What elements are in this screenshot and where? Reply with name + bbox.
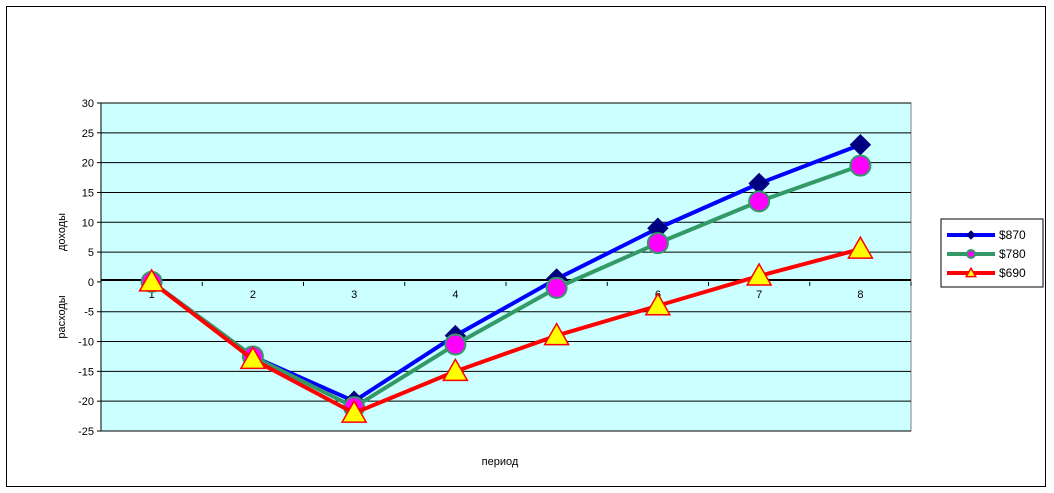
y-tick-label: 25 — [82, 128, 94, 140]
y-tick-label: 5 — [88, 247, 94, 259]
data-point — [849, 154, 872, 177]
x-tick-label: 2 — [250, 289, 256, 301]
y-tick-label: 15 — [82, 187, 94, 199]
legend-label: $870 — [999, 228, 1026, 242]
legend-marker — [966, 230, 976, 240]
y-tick-label: 20 — [82, 158, 94, 170]
y-tick-label: -20 — [78, 396, 94, 408]
x-tick-label: 7 — [756, 289, 762, 301]
legend-marker — [964, 266, 978, 278]
data-point — [745, 262, 773, 286]
y-tick-label: -25 — [78, 426, 94, 438]
data-point — [442, 357, 469, 382]
data-point — [646, 232, 669, 255]
data-point — [138, 268, 165, 292]
data-point — [543, 322, 570, 346]
y-axis-title-bottom: расходы — [56, 295, 68, 338]
y-tick-label: -10 — [78, 337, 94, 349]
plot-area — [100, 102, 912, 432]
series-group — [138, 134, 874, 423]
data-point — [644, 292, 672, 316]
x-tick-label: 3 — [351, 289, 357, 301]
data-point — [239, 345, 267, 370]
series-line — [150, 163, 862, 410]
data-point — [545, 276, 568, 299]
grid-lines — [101, 102, 911, 432]
y-tick-label: -15 — [78, 366, 94, 378]
data-point — [340, 399, 368, 423]
y-tick-label: 30 — [82, 98, 94, 110]
y-tick-label: 10 — [82, 217, 94, 229]
legend-label: $780 — [999, 247, 1026, 261]
legend: $870 $780 $690 — [940, 218, 1044, 288]
data-point — [748, 190, 771, 213]
y-tick-label: 0 — [88, 277, 94, 289]
x-tick-label: 1 — [149, 289, 155, 301]
data-point — [444, 333, 467, 356]
y-tick-label: -5 — [84, 307, 94, 319]
series-line — [150, 247, 861, 416]
legend-label: $690 — [999, 266, 1026, 280]
x-tick-label: 8 — [857, 289, 863, 301]
y-axis-title-top: доходы — [56, 213, 68, 251]
data-point — [847, 235, 874, 259]
legend-marker — [966, 249, 976, 259]
y-axis-ticks: 30 25 20 15 10 5 0 -5 -10 -15 -20 -25 — [78, 98, 101, 438]
series-2 — [138, 235, 874, 423]
x-axis-title: период — [482, 456, 519, 468]
x-tick-label: 4 — [452, 289, 458, 301]
